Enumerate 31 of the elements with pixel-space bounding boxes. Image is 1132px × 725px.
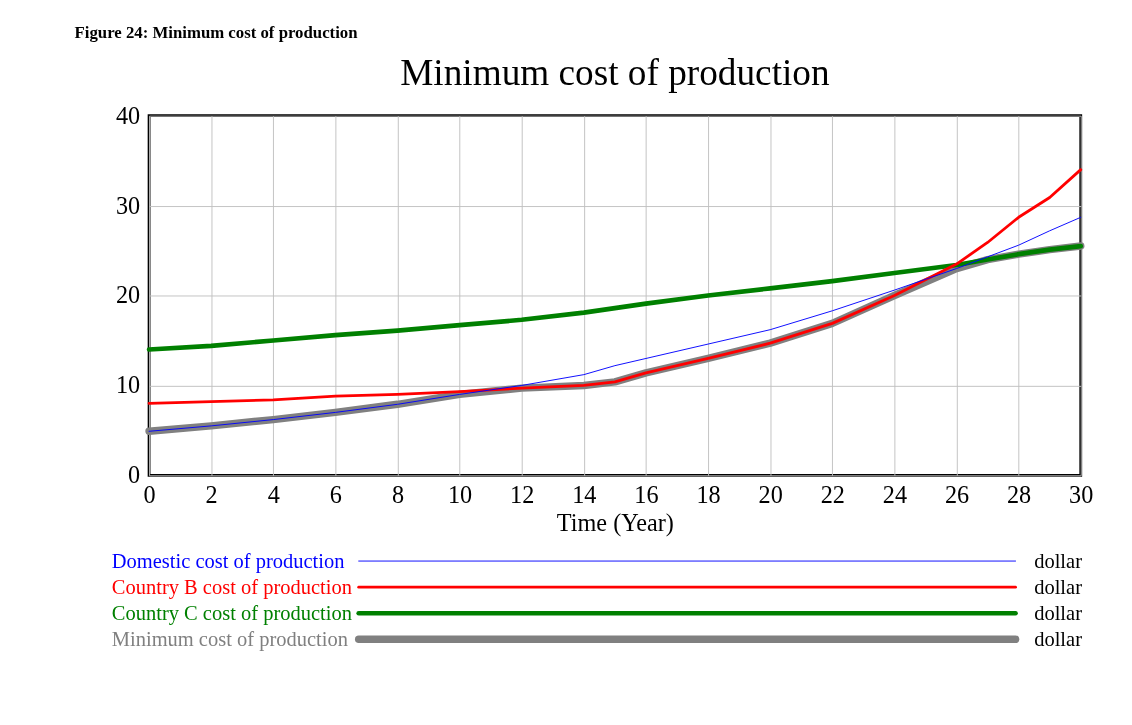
text: dollar xyxy=(1034,575,1083,598)
x-tick-label: 6 xyxy=(329,480,342,508)
x-tick-label: 26 xyxy=(944,480,970,508)
x-tick-label: 30 xyxy=(1069,480,1094,508)
x-tick-label: 18 xyxy=(696,480,721,508)
x-tick-label: 24 xyxy=(882,480,907,508)
chart-title: Minimum cost of production xyxy=(400,51,830,93)
caption: Figure 24: Minimum cost of production xyxy=(74,23,359,43)
text: Minimum cost of production xyxy=(111,627,348,651)
x-tick-label: 2 xyxy=(205,480,218,508)
text: dollar xyxy=(1034,627,1083,650)
x-tick-label: 16 xyxy=(634,480,659,508)
text: Country C cost of production xyxy=(111,601,352,625)
y-tick-label: 30 xyxy=(116,191,141,219)
text: Country B cost of production xyxy=(111,575,352,599)
x-tick-label: 10 xyxy=(447,480,473,508)
x-axis-title: Time (Year) xyxy=(556,508,674,537)
x-tick-label: 12 xyxy=(510,480,535,508)
y-tick-label: 0 xyxy=(128,461,141,489)
x-tick-label: 20 xyxy=(758,480,783,508)
text: dollar xyxy=(1034,549,1083,572)
x-tick-label: 22 xyxy=(820,480,845,508)
text: Domestic cost of production xyxy=(111,549,345,573)
x-tick-label: 14 xyxy=(572,480,597,508)
y-tick-label: 40 xyxy=(116,101,141,129)
y-tick-label: 20 xyxy=(116,281,141,309)
x-tick-label: 8 xyxy=(391,480,405,508)
x-tick-label: 28 xyxy=(1007,480,1032,508)
text: dollar xyxy=(1034,601,1083,624)
y-tick-label: 10 xyxy=(116,371,141,399)
x-tick-label: 4 xyxy=(267,480,280,508)
